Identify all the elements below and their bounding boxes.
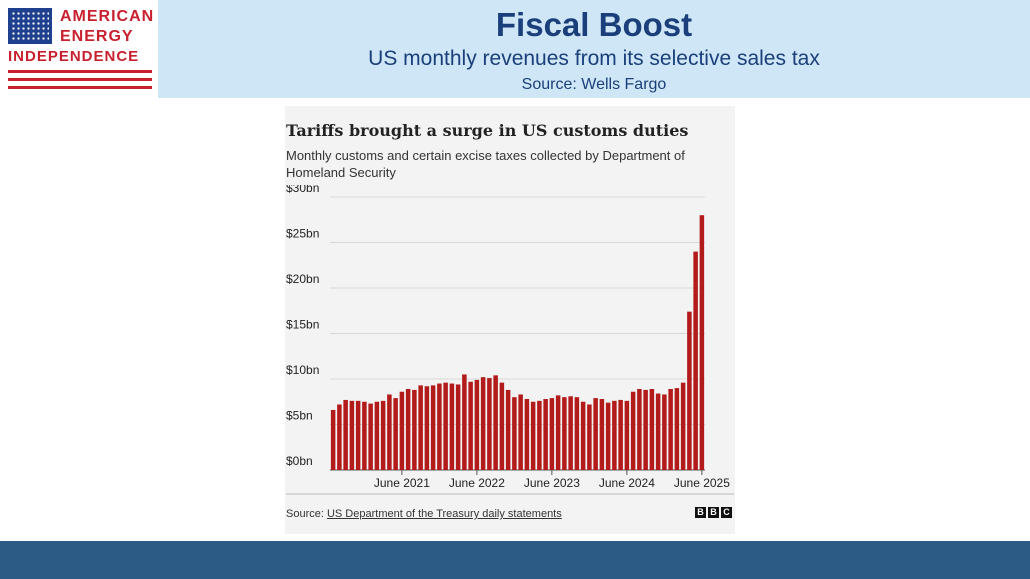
x-tick-label: June 2021 — [374, 476, 430, 490]
logo-line-2: ENERGY — [60, 28, 134, 45]
bar — [505, 389, 511, 470]
bar — [405, 389, 411, 470]
bar — [349, 400, 355, 470]
bar — [330, 409, 336, 470]
chart-source-prefix: Source: — [286, 508, 327, 520]
bar — [480, 377, 486, 470]
bbc-letter: C — [721, 507, 732, 518]
american-energy-independence-logo: AMERICAN ENERGY INDEPENDENCE — [0, 0, 158, 98]
logo-stripe — [8, 86, 152, 89]
bar — [537, 400, 542, 470]
bar — [374, 401, 380, 470]
footer-bar — [0, 541, 1030, 579]
bar — [449, 383, 455, 470]
logo-stripe — [8, 78, 152, 81]
bar — [424, 386, 430, 470]
bbc-logo: B B C — [695, 507, 732, 518]
bar — [387, 394, 392, 470]
bar — [693, 251, 698, 470]
bar — [643, 389, 648, 470]
bar — [649, 389, 655, 470]
bar — [555, 395, 561, 470]
header-banner: AMERICAN ENERGY INDEPENDENCE Fiscal Boos… — [0, 0, 1030, 98]
bar — [493, 375, 498, 470]
bar — [562, 397, 567, 470]
bar — [612, 400, 617, 470]
x-tick-label: June 2023 — [524, 476, 580, 490]
chart-source: Source: US Department of the Treasury da… — [286, 508, 562, 520]
bar — [455, 384, 461, 470]
bar — [599, 399, 605, 470]
y-tick-label: $10bn — [286, 363, 319, 377]
y-tick-label: $25bn — [286, 227, 319, 241]
bar — [437, 383, 442, 470]
bar — [368, 403, 373, 470]
logo-line-1: AMERICAN — [60, 8, 155, 25]
bar — [593, 398, 598, 470]
bar — [443, 382, 448, 470]
bar-chart: $0bn $5bn $10bn $15bn $20bn $25bn $30bn June 2… — [286, 185, 734, 495]
bar — [468, 381, 473, 470]
bar — [662, 394, 667, 470]
treasury-statements-link[interactable]: US Department of the Treasury daily stat… — [326, 508, 562, 520]
y-tick-label: $30bn — [286, 185, 319, 195]
logo-line-3: INDEPENDENCE — [8, 48, 140, 65]
bar — [674, 388, 680, 470]
page-source: Source: Wells Fargo — [521, 76, 667, 93]
bar — [412, 389, 417, 470]
bar — [574, 397, 580, 470]
us-flag-icon — [8, 8, 52, 44]
chart-subtitle: Monthly customs and certain excise taxes… — [286, 148, 685, 180]
bar — [618, 399, 623, 470]
bar — [580, 401, 586, 470]
page-title: Fiscal Boost — [495, 6, 693, 43]
bar — [518, 394, 523, 470]
bar — [630, 391, 636, 470]
bar — [355, 400, 361, 470]
bar — [687, 311, 692, 470]
bar — [543, 399, 548, 470]
bar — [530, 401, 536, 470]
bar — [487, 378, 492, 470]
x-tick-label: June 2022 — [449, 476, 505, 490]
bar — [380, 400, 386, 470]
bar — [568, 396, 573, 470]
bar — [668, 389, 673, 470]
bar — [637, 389, 642, 470]
bar — [587, 404, 592, 470]
bar — [549, 398, 555, 470]
y-tick-label: $20bn — [286, 272, 319, 286]
bbc-letter: B — [695, 507, 706, 518]
y-tick-label: $5bn — [286, 409, 313, 423]
bar — [399, 391, 405, 470]
bar — [524, 399, 530, 470]
bar — [474, 379, 480, 470]
page-subtitle: US monthly revenues from its selective s… — [368, 47, 820, 70]
bar — [393, 398, 398, 470]
x-tick-label: June 2025 — [674, 476, 730, 490]
bar — [462, 374, 467, 470]
bar — [362, 401, 367, 470]
x-tick-label: June 2024 — [599, 476, 655, 490]
bar — [343, 399, 348, 470]
bar — [680, 382, 686, 470]
bar — [605, 402, 611, 470]
bar — [624, 400, 630, 470]
y-tick-label: $0bn — [286, 454, 313, 468]
bar — [418, 385, 423, 470]
y-tick-label: $15bn — [286, 318, 319, 332]
bar — [499, 382, 505, 470]
bar — [430, 385, 436, 470]
bar — [337, 404, 342, 470]
bar — [699, 215, 705, 470]
chart-title: Tariffs brought a surge in US customs du… — [286, 121, 689, 140]
bbc-letter: B — [708, 507, 719, 518]
logo-stripe — [8, 70, 152, 73]
bar — [655, 393, 661, 470]
bar — [512, 397, 517, 470]
